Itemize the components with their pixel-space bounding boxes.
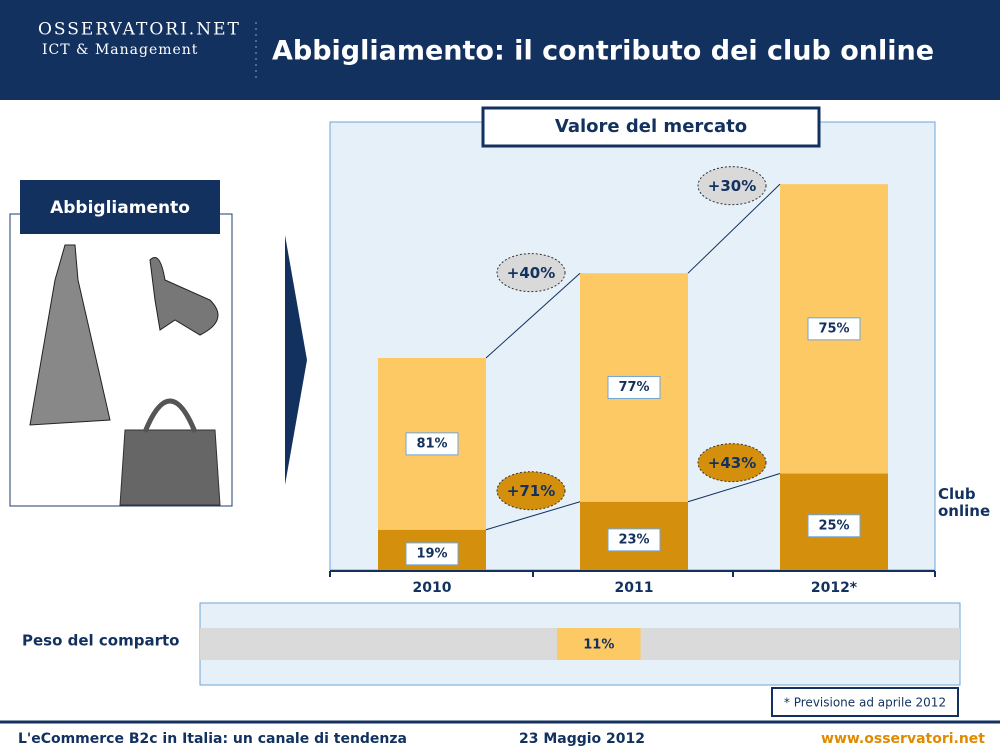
share-label: Peso del comparto: [22, 632, 179, 650]
value-label-box: [807, 514, 861, 538]
value-label: 75%: [818, 321, 849, 336]
growth-bubble: [496, 471, 566, 511]
header-bar: [0, 0, 1000, 100]
value-label: 77%: [618, 380, 649, 395]
growth-bubble: [697, 443, 767, 483]
growth-bubble: [697, 166, 767, 206]
share-area: 11%: [557, 628, 641, 660]
bag-handle: [142, 398, 198, 433]
value-label-box: [607, 528, 661, 552]
page-title: Abbigliamento: il contributo dei club on…: [272, 36, 934, 67]
chart-area: 19% 81% 2010 23% 77% 2011 25% 75% 2012* +40% +30% +…: [329, 166, 990, 596]
logo: OSSERVATORI.NET: [38, 20, 241, 40]
bag-icon: [119, 429, 221, 506]
value-label: 25%: [818, 518, 849, 533]
footer-center: 23 Maggio 2012: [519, 731, 645, 747]
value-label-box: [607, 375, 661, 399]
growth-bubble: [496, 253, 566, 293]
arrow: [285, 235, 307, 485]
chart-title-box: [481, 106, 821, 148]
value-label-box: [807, 317, 861, 341]
side-label: Abbigliamento: [50, 198, 190, 218]
x-tick-label: 2012*: [811, 580, 858, 596]
growth-label: +43%: [708, 454, 756, 472]
value-label: 81%: [416, 436, 447, 451]
value-label: 19%: [416, 546, 447, 561]
x-tick-label: 2011: [615, 580, 654, 596]
note: * Previsione ad aprile 2012: [784, 696, 946, 710]
x-tick-label: 2010: [413, 580, 452, 596]
growth-line: [687, 473, 781, 503]
footer-left: L'eCommerce B2c in Italia: un canale di …: [18, 731, 407, 747]
shoe-icon: [149, 257, 219, 336]
footer-right: www.osservatori.net: [821, 731, 985, 747]
growth-label: +40%: [507, 264, 555, 282]
legend-label: Club online: [938, 485, 990, 520]
growth-line: [485, 272, 581, 359]
value-label: 23%: [618, 532, 649, 547]
value-label-box: [405, 432, 459, 456]
growth-line: [687, 183, 781, 274]
growth-line: [485, 501, 581, 531]
share-bar: [557, 628, 641, 660]
growth-label: +30%: [708, 177, 756, 195]
note-box: [771, 687, 959, 717]
dress-icon: [29, 244, 111, 426]
side-label-box: [20, 180, 220, 234]
chart-title: Valore del mercato: [555, 116, 747, 137]
share-value: 11%: [583, 638, 614, 653]
growth-label: +71%: [507, 482, 555, 500]
logo-sub: ICT & Management: [42, 42, 198, 58]
value-label-box: [405, 542, 459, 566]
